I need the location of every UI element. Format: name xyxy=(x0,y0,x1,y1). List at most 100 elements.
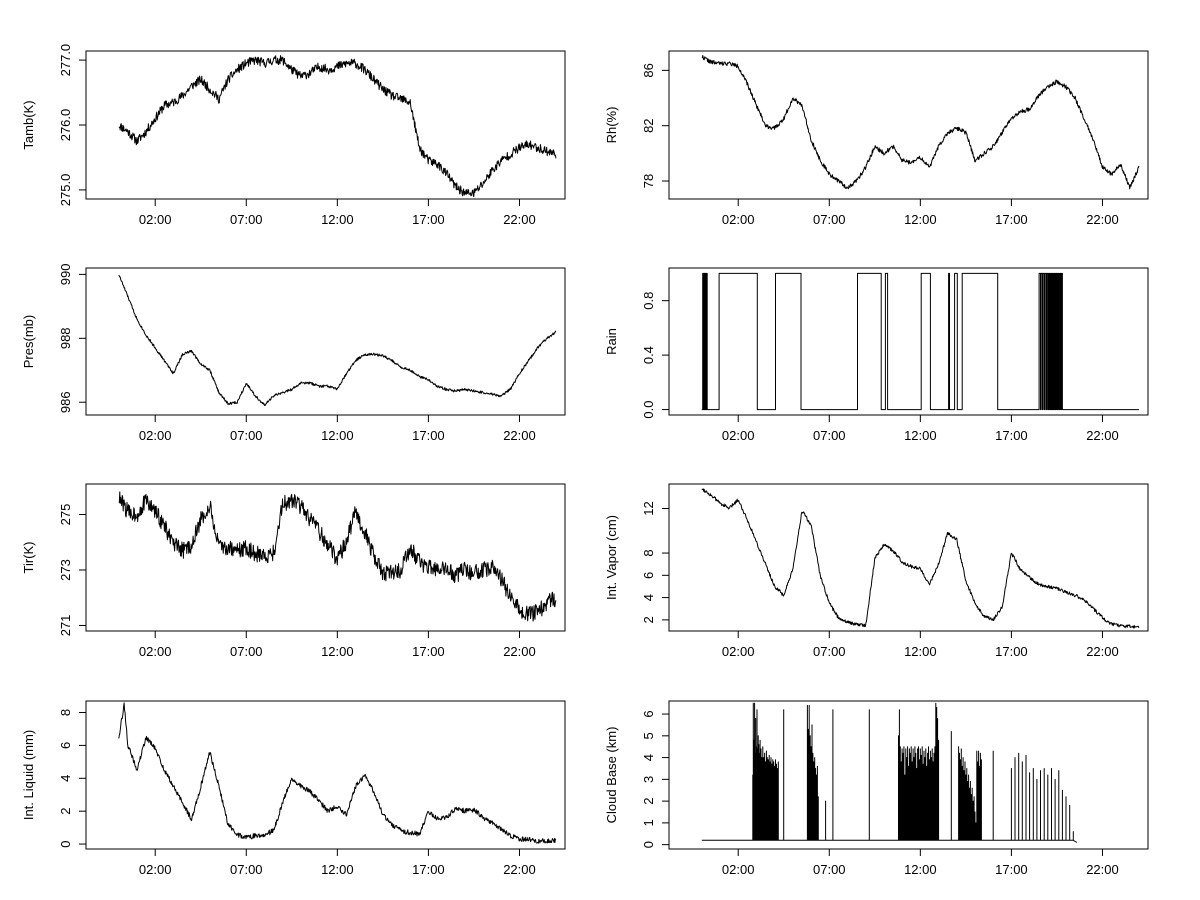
rain-x-tick-label: 07:00 xyxy=(813,428,846,443)
rain-series-line xyxy=(701,272,1139,411)
tamb-plot-frame xyxy=(85,50,566,200)
pres-y-tick-label: 986 xyxy=(58,391,73,413)
cloudbase-y-tick-label: 3 xyxy=(641,776,656,783)
tamb-y-tick-label: 277.0 xyxy=(58,44,73,77)
cloudbase-x-tick-label: 12:00 xyxy=(904,862,937,877)
tir-y-tick-label: 273 xyxy=(58,559,73,581)
tamb-x-tick-label: 22:00 xyxy=(503,212,536,227)
liquid-x-tick-label: 22:00 xyxy=(503,862,536,877)
vapor-x-tick-label: 02:00 xyxy=(722,644,755,659)
rain-panel: 02:00 07:00 12:00 17:00 22:00 0.0 0.4 0.8 Rain xyxy=(604,267,1149,443)
vapor-x-tick-label: 22:00 xyxy=(1086,644,1119,659)
cloudbase-y-tick-label: 1 xyxy=(641,819,656,826)
cloudbase-x-tick-label: 17:00 xyxy=(995,862,1028,877)
vapor-x-tick-label: 07:00 xyxy=(813,644,846,659)
rain-x-tick-label: 02:00 xyxy=(722,428,755,443)
rain-y-tick-label: 0.4 xyxy=(641,346,656,364)
rh-y-tick-label: 82 xyxy=(641,118,656,132)
pres-y-tick-label: 988 xyxy=(58,327,73,349)
pres-x-tick-label: 12:00 xyxy=(321,428,354,443)
tamb-x-tick-label: 17:00 xyxy=(412,212,445,227)
liquid-series-line xyxy=(118,702,557,844)
vapor-y-tick-label: 6 xyxy=(641,572,656,579)
tamb-y-tick-label: 275.0 xyxy=(58,174,73,207)
cloudbase-x-tick-label: 07:00 xyxy=(813,862,846,877)
rain-x-tick-label: 17:00 xyxy=(995,428,1028,443)
tamb-x-tick-label: 07:00 xyxy=(230,212,263,227)
tamb-panel: 02:00 07:00 12:00 17:00 22:00 275.0 276.0 277.0… xyxy=(21,44,566,227)
rain-y-tick-label: 0.8 xyxy=(641,292,656,310)
vapor-y-tick-label: 4 xyxy=(641,594,656,601)
tir-y-axis-title: Tir(K) xyxy=(21,541,36,573)
vapor-x-tick-label: 17:00 xyxy=(995,644,1028,659)
rh-x-tick-label: 17:00 xyxy=(995,212,1028,227)
liquid-x-tick-label: 07:00 xyxy=(230,862,263,877)
pres-y-axis-title: Pres(mb) xyxy=(21,315,36,368)
liquid-panel: 02:00 07:00 12:00 17:00 22:00 0 2 4 6 8 Int. Liqui… xyxy=(21,700,566,877)
tamb-series-line xyxy=(118,55,557,197)
rain-plot-frame xyxy=(668,267,1149,416)
liquid-x-tick-label: 02:00 xyxy=(139,862,172,877)
tir-x-tick-label: 17:00 xyxy=(412,644,445,659)
tir-x-tick-label: 12:00 xyxy=(321,644,354,659)
vapor-y-tick-label: 8 xyxy=(641,549,656,556)
liquid-x-tick-label: 17:00 xyxy=(412,862,445,877)
liquid-y-tick-label: 4 xyxy=(58,775,73,782)
tir-x-tick-label: 07:00 xyxy=(230,644,263,659)
pres-x-tick-label: 22:00 xyxy=(503,428,536,443)
rh-y-axis-title: Rh(%) xyxy=(604,107,619,144)
rh-x-tick-label: 22:00 xyxy=(1086,212,1119,227)
liquid-y-tick-label: 6 xyxy=(58,742,73,749)
cloudbase-y-tick-label: 5 xyxy=(641,732,656,739)
tir-plot-frame xyxy=(85,483,566,632)
tamb-y-axis-title: Tamb(K) xyxy=(21,100,36,149)
tamb-x-tick-label: 12:00 xyxy=(321,212,354,227)
tir-panel: 02:00 07:00 12:00 17:00 22:00 271 273 275 Tir(K) xyxy=(21,483,566,659)
rain-x-tick-label: 12:00 xyxy=(904,428,937,443)
pres-x-tick-label: 07:00 xyxy=(230,428,263,443)
cloudbase-x-tick-label: 22:00 xyxy=(1086,862,1119,877)
pres-series-line xyxy=(118,274,557,406)
tir-y-tick-label: 271 xyxy=(58,615,73,637)
cloudbase-x-tick-label: 02:00 xyxy=(722,862,755,877)
tir-series-line xyxy=(118,491,557,622)
liquid-y-axis-title: Int. Liquid (mm) xyxy=(21,730,36,820)
rain-y-tick-label: 0.0 xyxy=(641,401,656,419)
rh-x-tick-label: 07:00 xyxy=(813,212,846,227)
liquid-y-tick-label: 2 xyxy=(58,808,73,815)
vapor-series-line xyxy=(701,488,1140,629)
liquid-plot-frame xyxy=(85,700,566,850)
cloudbase-y-tick-label: 2 xyxy=(641,798,656,805)
pres-x-tick-label: 02:00 xyxy=(139,428,172,443)
cloudbase-series-line xyxy=(701,702,1078,843)
rain-x-tick-label: 22:00 xyxy=(1086,428,1119,443)
cloudbase-y-axis-title: Cloud Base (km) xyxy=(604,727,619,824)
rh-y-tick-label: 86 xyxy=(641,63,656,77)
pres-y-tick-label: 990 xyxy=(58,264,73,286)
tir-x-tick-label: 22:00 xyxy=(503,644,536,659)
rh-y-tick-label: 78 xyxy=(641,174,656,188)
rh-x-tick-label: 02:00 xyxy=(722,212,755,227)
pres-plot-frame xyxy=(85,267,566,416)
cloudbase-y-tick-label: 0 xyxy=(641,841,656,848)
liquid-y-tick-label: 8 xyxy=(58,709,73,716)
pres-panel: 02:00 07:00 12:00 17:00 22:00 986 988 990 Pres(m… xyxy=(21,264,566,443)
rain-y-axis-title: Rain xyxy=(604,328,619,355)
liquid-y-tick-label: 0 xyxy=(58,840,73,847)
pres-x-tick-label: 17:00 xyxy=(412,428,445,443)
tir-x-tick-label: 02:00 xyxy=(139,644,172,659)
tamb-y-tick-label: 276.0 xyxy=(58,109,73,142)
rh-series-line xyxy=(701,55,1140,190)
vapor-y-tick-label: 2 xyxy=(641,616,656,623)
vapor-y-tick-label: 12 xyxy=(641,501,656,515)
cloudbase-panel: 02:00 07:00 12:00 17:00 22:00 0 1 2 3 4 5 6 Cloud Ba… xyxy=(604,700,1149,877)
cloudbase-y-tick-label: 6 xyxy=(641,710,656,717)
vapor-panel: 02:00 07:00 12:00 17:00 22:00 2 4 6 8 12 Int. Vapo… xyxy=(604,483,1149,659)
vapor-x-tick-label: 12:00 xyxy=(904,644,937,659)
cloudbase-y-tick-label: 4 xyxy=(641,754,656,761)
tir-y-tick-label: 275 xyxy=(58,504,73,526)
tamb-x-tick-label: 02:00 xyxy=(139,212,172,227)
rh-panel: 02:00 07:00 12:00 17:00 22:00 78 82 86 Rh(%) xyxy=(604,50,1149,227)
vapor-y-axis-title: Int. Vapor (cm) xyxy=(604,515,619,600)
